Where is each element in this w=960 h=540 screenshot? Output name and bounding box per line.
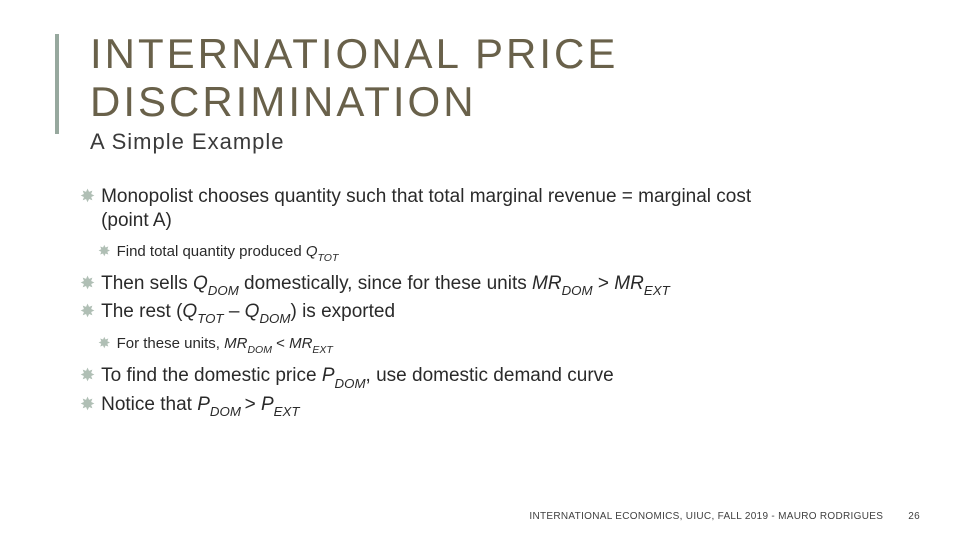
bullet-text: Monopolist chooses quantity such that to… [101,185,751,234]
slide-title: INTERNATIONAL PRICE DISCRIMINATION [70,30,900,127]
starburst-icon: ✸ [80,364,95,387]
bullet-item-4: ✸ To find the domestic price PDOM, use d… [80,364,890,390]
slide-subtitle: A Simple Example [70,129,900,155]
bullet-text: Notice that PDOM > PEXT [101,393,299,419]
bullet-text: Find total quantity produced QTOT [117,242,339,264]
starburst-icon: ✸ [98,242,111,262]
bullet-item-5: ✸ Notice that PDOM > PEXT [80,393,890,419]
footer-text: INTERNATIONAL ECONOMICS, UIUC, FALL 2019… [529,511,883,522]
starburst-icon: ✸ [80,272,95,295]
bullet-item-3: ✸ The rest (QTOT – QDOM) is exported [80,300,890,326]
bullet-text: To find the domestic price PDOM, use dom… [101,364,614,390]
slide-container: INTERNATIONAL PRICE DISCRIMINATION A Sim… [0,0,960,540]
bullet-item-1: ✸ Monopolist chooses quantity such that … [80,185,890,234]
bullet-item-2: ✸ Then sells QDOM domestically, since fo… [80,272,890,298]
starburst-icon: ✸ [80,393,95,416]
starburst-icon: ✸ [80,300,95,323]
bullet-text: The rest (QTOT – QDOM) is exported [101,300,395,326]
title-accent-bar [55,34,59,134]
bullet-item-1a: ✸ Find total quantity produced QTOT [80,242,890,264]
bullet-text: For these units, MRDOM < MREXT [117,334,333,356]
title-line-2: DISCRIMINATION [90,78,477,125]
title-line-1: INTERNATIONAL PRICE [90,30,618,77]
slide-body: ✸ Monopolist chooses quantity such that … [70,185,900,419]
page-number: 26 [908,511,920,522]
bullet-item-3a: ✸ For these units, MRDOM < MREXT [80,334,890,356]
slide-footer: INTERNATIONAL ECONOMICS, UIUC, FALL 2019… [529,511,920,522]
bullet-text: Then sells QDOM domestically, since for … [101,272,670,298]
starburst-icon: ✸ [80,185,95,208]
starburst-icon: ✸ [98,334,111,354]
